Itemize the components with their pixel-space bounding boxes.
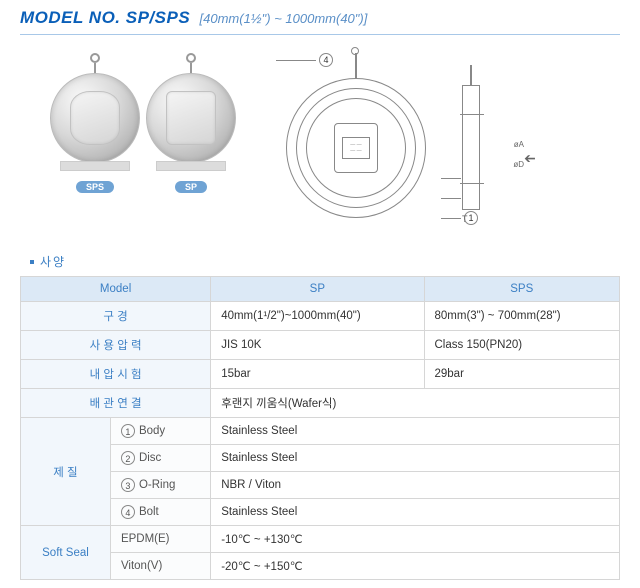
technical-diagram: — —— — 4 2 3 1 øA øD ➔ T [276,53,506,233]
title-sub: [40mm(1½") ~ 1000mm(40")] [200,11,368,26]
title-main: MODEL NO. SP/SPS [20,8,190,27]
th-model: Model [21,277,211,302]
title-bar: MODEL NO. SP/SPS [40mm(1½") ~ 1000mm(40"… [20,8,620,35]
row-conn-label: 배 관 연 결 [21,389,211,418]
row-pressure-label: 사 용 압 력 [21,331,211,360]
th-sp: SP [211,277,424,302]
valve-sps: SPS [50,53,140,209]
row-epdm-val: -10℃ ~ +130℃ [211,526,620,553]
row-body: 1Body [110,418,210,445]
spec-header: 사양 [30,253,620,270]
label-sp: SP [175,181,207,193]
row-bolt-val: Stainless Steel [211,499,620,526]
row-test-sp: 15bar [211,360,424,389]
row-epdm: EPDM(E) [110,526,210,553]
row-seal-label: Soft Seal [21,526,111,580]
side-profile: øA øD ➔ T [446,65,496,210]
label-sps: SPS [76,181,114,193]
row-test-sps: 29bar [424,360,620,389]
row-body-val: Stainless Steel [211,418,620,445]
row-size-label: 구 경 [21,302,211,331]
row-oring: 3O-Ring [110,472,210,499]
row-conn-val: 후랜지 끼움식(Wafer식) [211,389,620,418]
row-viton-val: -20℃ ~ +150℃ [211,553,620,580]
row-disc-val: Stainless Steel [211,445,620,472]
row-disc: 2Disc [110,445,210,472]
row-size-sps: 80mm(3") ~ 700mm(28") [424,302,620,331]
row-bolt: 4Bolt [110,499,210,526]
row-test-label: 내 압 시 험 [21,360,211,389]
row-pressure-sps: Class 150(PN20) [424,331,620,360]
row-pressure-sp: JIS 10K [211,331,424,360]
callout-1: 1 [441,211,478,225]
images-row: SPS SP — —— — 4 2 3 1 [20,53,620,233]
row-material-label: 제 질 [21,418,111,526]
product-photos: SPS SP [50,53,236,209]
th-sps: SPS [424,277,620,302]
row-size-sp: 40mm(1¹/2")~1000mm(40") [211,302,424,331]
valve-sp: SP [146,53,236,209]
row-viton: Viton(V) [110,553,210,580]
spec-table: Model SP SPS 구 경 40mm(1¹/2")~1000mm(40")… [20,276,620,580]
row-oring-val: NBR / Viton [211,472,620,499]
